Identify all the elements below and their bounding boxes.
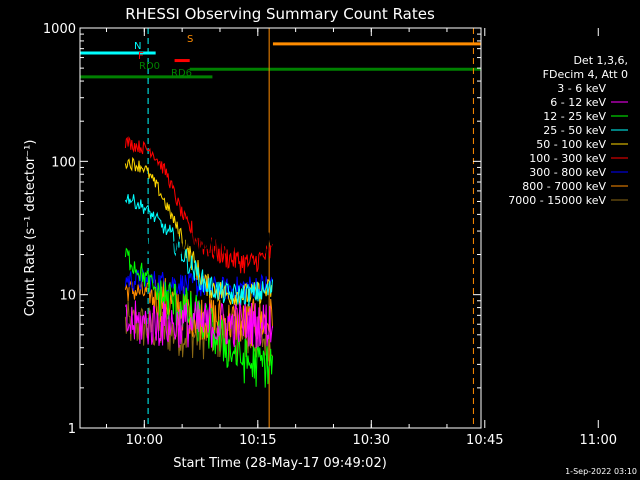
y-tick-label-10: 10 [59,289,76,304]
series-line-100-300-kev-1 [480,236,481,239]
y-tick-label-1000: 1000 [43,22,76,37]
x-tick-label-11-00: 11:00 [580,433,617,448]
series-line-6-12-kev-0 [124,300,273,349]
flags-layer [80,42,481,79]
legend-header-0: Det 1,3,6, [573,54,628,67]
series-line-3-6-kev-0 [124,231,273,256]
flag-label-n: N [134,41,141,52]
legend-label-25-50-kev: 25 - 50 keV [543,124,606,137]
series-line-300-800-kev-1 [480,266,481,268]
x-tick-label-10-30: 10:30 [353,433,390,448]
series-line-50-100-kev-1 [480,246,481,253]
legend-header-1: FDecim 4, Att 0 [543,68,628,81]
series-line-12-25-kev-1 [480,264,481,265]
series-line-25-50-kev-0 [124,194,273,307]
flag-label-f: F [138,51,144,62]
legend-label-3-6-kev: 3 - 6 keV [557,82,606,95]
flag-label-rd0: RD0 [139,61,160,72]
x-tick-label-10-45: 10:45 [466,433,503,448]
chart-title: RHESSI Observing Summary Count Rates [125,5,435,23]
legend-label-800-7000-kev: 800 - 7000 keV [522,180,606,193]
flag-label-rd6: RD6 [171,68,192,79]
legend-label-12-25-kev: 12 - 25 keV [543,110,606,123]
series-50-100-kev [124,156,481,307]
y-tick-label-100: 100 [51,155,76,170]
legend-label-7000-15000-kev: 7000 - 15000 keV [508,194,606,207]
x-axis-label: Start Time (28-May-17 09:49:02) [173,456,387,471]
legend-label-100-300-kev: 100 - 300 keV [529,152,606,165]
plot-frame [79,27,482,429]
flag-labels-layer: NF S RD0 RD6 [134,34,193,79]
footer-timestamp: 1-Sep-2022 03:10 [565,467,637,476]
series-line-800-7000-kev-1 [480,291,481,299]
series-12-25-kev [124,247,481,388]
y-axis-label: Count Rate (s⁻¹ detector⁻¹) [23,140,38,317]
series-layer [124,136,481,388]
y-tick-label-1: 1 [68,422,76,437]
legend-label-50-100-kev: 50 - 100 keV [536,138,606,151]
legend-label-300-800-kev: 300 - 800 keV [529,166,606,179]
series-line-7000-15000-kev-1 [480,301,481,319]
series-3-6-kev [124,231,481,256]
series-line-12-25-kev-0 [124,247,273,388]
series-25-50-kev [124,194,481,307]
series-line-25-50-kev-1 [480,258,481,259]
x-tick-label-10-15: 10:15 [239,433,276,448]
legend-label-6-12-kev: 6 - 12 keV [550,96,606,109]
series-line-50-100-kev-0 [124,156,273,307]
flag-label-s: S [187,34,193,45]
series-6-12-kev [124,300,481,349]
vlines-layer [147,28,474,428]
x-tick-label-10-00: 10:00 [126,433,163,448]
